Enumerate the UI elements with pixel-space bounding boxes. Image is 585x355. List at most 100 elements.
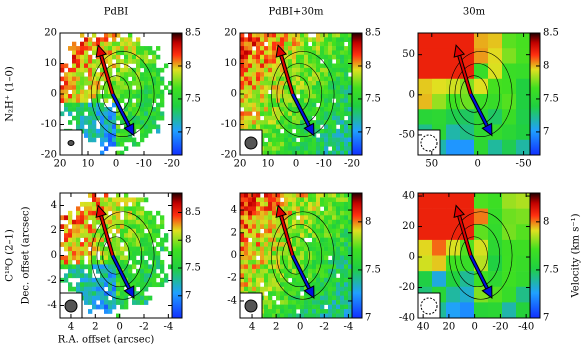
map-cell [156, 259, 161, 265]
map-cell [240, 246, 245, 252]
map-cell [328, 98, 333, 104]
map-cell [92, 215, 97, 221]
map-cell [84, 46, 89, 51]
map-cell [502, 286, 517, 303]
map-cell [156, 251, 161, 256]
map-cell [260, 102, 265, 108]
map-cell [80, 210, 85, 216]
map-cell [316, 137, 321, 143]
map-cell [260, 277, 265, 283]
map-cell [148, 98, 153, 104]
map-cell [128, 215, 133, 221]
map-cell [264, 37, 269, 43]
map-cell [60, 67, 65, 73]
map-cell [272, 59, 277, 64]
map-cell [156, 67, 161, 73]
colorbar [171, 32, 183, 156]
map-cell [76, 54, 81, 60]
map-cell [264, 54, 269, 60]
map-cell [348, 286, 353, 292]
map-cell [308, 210, 313, 216]
map-cell [80, 286, 85, 292]
map-cell [288, 41, 293, 47]
map-cell [332, 210, 337, 216]
x-tick-label: 2 [92, 322, 98, 333]
map-cell [328, 264, 333, 270]
map-cell [112, 197, 117, 203]
map-cell [80, 282, 85, 288]
map-cell [284, 141, 289, 147]
map-cell [328, 233, 333, 238]
map-cell [296, 146, 301, 151]
map-cell [276, 72, 281, 77]
map-cell [264, 128, 269, 134]
map-cell [248, 259, 253, 265]
map-cell [260, 120, 265, 125]
map-cell [340, 124, 345, 130]
map-cell [80, 268, 85, 274]
map-cell [124, 304, 129, 310]
map-cell [296, 291, 301, 296]
map-cell [72, 107, 77, 112]
map-cell [84, 76, 89, 82]
map-cell [268, 98, 273, 104]
map-cell [88, 309, 93, 314]
map-cell [84, 63, 89, 69]
map-cell [88, 291, 93, 296]
map-cell [72, 102, 77, 108]
map-cell [100, 304, 105, 310]
map-cell [300, 286, 305, 292]
map-cell [332, 76, 337, 82]
map-cell [300, 201, 305, 207]
map-cell [168, 251, 173, 256]
map-cell [272, 111, 277, 117]
map-cell [248, 197, 253, 203]
map-cell [332, 291, 337, 296]
map-cell [268, 107, 273, 112]
map-cell [272, 80, 277, 86]
map-cell [324, 50, 329, 56]
map-cell [68, 251, 73, 256]
map-cell [308, 120, 313, 125]
map-cell [96, 111, 101, 117]
map-cell [288, 98, 293, 104]
map-cell [320, 120, 325, 125]
map-cell [112, 268, 117, 274]
map-cell [84, 50, 89, 56]
map-cell [252, 85, 257, 90]
map-cell [320, 72, 325, 77]
map-cell [320, 259, 325, 265]
map-cell [320, 94, 325, 99]
map-cell [332, 304, 337, 310]
map-cell [80, 50, 85, 56]
contour [91, 211, 155, 300]
map-cell [252, 41, 257, 47]
map-cell [104, 54, 109, 60]
map-cell [160, 89, 165, 95]
map-cell [76, 251, 81, 256]
map-cell [64, 255, 69, 261]
map-cell [340, 237, 345, 243]
map-cell [292, 201, 297, 207]
map-cell [76, 50, 81, 56]
map-cell [112, 215, 117, 221]
map-cell [260, 268, 265, 274]
map-cell [292, 76, 297, 82]
map-cell [132, 264, 137, 270]
map-cell [344, 300, 349, 305]
map-cell [296, 115, 301, 121]
x-tick-label: 0 [293, 159, 299, 170]
map-cell [152, 59, 157, 64]
map-cell [272, 98, 277, 104]
map-cell [252, 80, 257, 86]
map-cell [96, 72, 101, 77]
map-cell [252, 37, 257, 43]
map-cell [140, 286, 145, 292]
x-tick-label: 20 [234, 159, 247, 170]
map-cell [272, 124, 277, 130]
map-cell [104, 291, 109, 296]
map-cell [260, 264, 265, 270]
map-cell [312, 242, 317, 247]
map-cell [316, 46, 321, 51]
map-cell [288, 206, 293, 212]
